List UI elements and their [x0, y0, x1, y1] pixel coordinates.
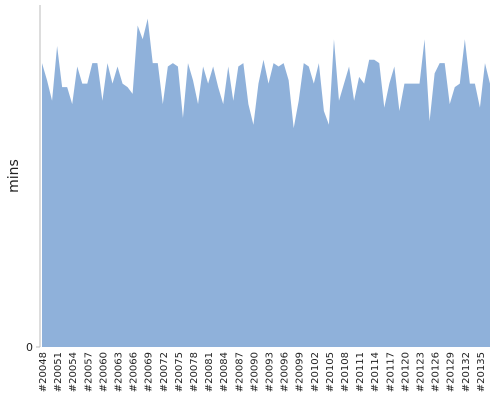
x-tick-label: #20060	[98, 352, 109, 392]
x-tick-label: #20099	[295, 352, 306, 392]
x-tick-label: #20048	[38, 352, 49, 392]
x-tick-label: #20051	[53, 352, 64, 392]
x-tick-label: #20105	[325, 352, 336, 392]
x-tick-label: #20111	[355, 352, 366, 392]
x-tick-label: #20117	[385, 352, 396, 392]
x-tick-label: #20126	[431, 352, 442, 392]
y-axis-label: mins	[6, 159, 22, 193]
x-tick-label: #20066	[129, 352, 140, 392]
x-tick-label: #20108	[340, 352, 351, 392]
x-tick-label: #20123	[416, 352, 427, 392]
x-tick-label: #20087	[234, 352, 245, 392]
x-tick-label: #20063	[114, 352, 125, 392]
x-tick-label: #20054	[68, 352, 79, 392]
x-tick-label: #20132	[461, 352, 472, 392]
x-tick-label: #20072	[159, 352, 170, 392]
x-tick-label: #20129	[446, 352, 457, 392]
x-tick-label: #20093	[265, 352, 276, 392]
area	[42, 18, 490, 348]
x-tick-label: #20069	[144, 352, 155, 392]
x-tick-label: #20081	[204, 352, 215, 392]
x-tick-label: #20120	[400, 352, 411, 392]
x-tick-label: #20075	[174, 352, 185, 392]
x-tick-label: #20114	[370, 352, 381, 392]
x-tick-label: #20084	[219, 352, 230, 392]
x-tick-label: #20135	[476, 352, 487, 392]
y-tick-label: 0	[26, 341, 33, 354]
x-tick-label: #20078	[189, 352, 200, 392]
x-tick-label: #20102	[310, 352, 321, 392]
x-tick-label: #20090	[249, 352, 260, 392]
x-tick-label: #20057	[83, 352, 94, 392]
x-tick-label: #20096	[280, 352, 291, 392]
